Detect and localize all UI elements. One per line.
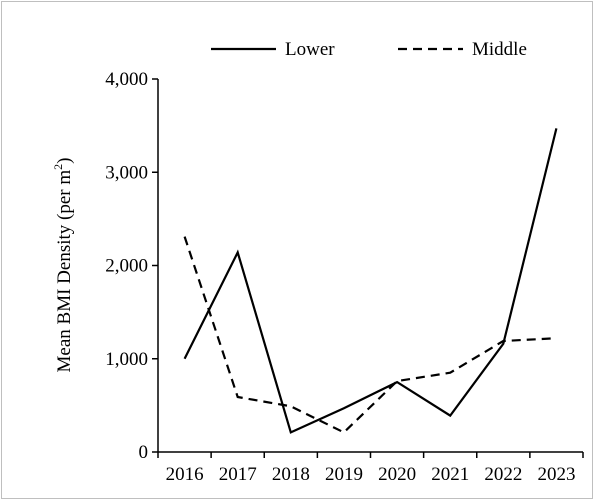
series-line-middle [183,236,557,434]
y-tick-label: 4,000 [105,69,148,90]
y-axis-title-main: Mean BMI Density (per m [54,170,75,373]
x-tick-label: 2017 [219,464,257,485]
x-tick-label: 2022 [484,464,522,485]
x-tick-label: 2018 [272,464,310,485]
y-axis-title-suffix: ) [54,158,75,164]
legend-label-middle: Middle [472,39,527,60]
x-tick-label: 2020 [378,464,416,485]
y-axis-ticks: 0 1,000 2,000 3,000 4,000 [105,69,158,463]
x-axis-ticks: 2016 2017 2018 2019 2020 2021 2022 2023 [157,452,584,485]
y-tick-label: 3,000 [105,162,148,183]
series-lines [183,128,558,434]
y-tick-label: 1,000 [105,349,148,370]
y-axis-title-superscript: 2 [51,164,65,170]
series-line-lower [183,128,558,434]
x-tick-label: 2016 [166,464,204,485]
y-tick-label: 2,000 [105,256,148,277]
legend-label-lower: Lower [285,39,335,60]
legend: Lower Middle [211,39,527,60]
x-tick-label: 2023 [537,464,575,485]
x-tick-label: 2019 [325,464,363,485]
y-tick-label: 0 [139,442,149,463]
y-axis-title: Mean BMI Density (per m2) [51,158,75,373]
x-tick-label: 2021 [431,464,469,485]
